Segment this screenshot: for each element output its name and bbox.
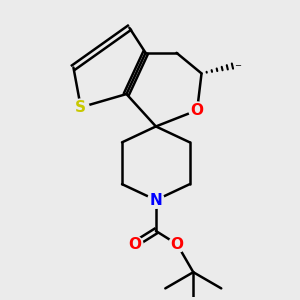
Circle shape — [148, 192, 164, 208]
Text: O: O — [190, 103, 204, 118]
Circle shape — [126, 236, 143, 253]
Circle shape — [73, 99, 89, 116]
Text: S: S — [75, 100, 86, 115]
Text: O: O — [128, 237, 141, 252]
Circle shape — [169, 236, 185, 253]
Circle shape — [189, 102, 206, 119]
Text: ─: ─ — [235, 60, 240, 69]
Text: N: N — [149, 193, 162, 208]
Text: O: O — [171, 237, 184, 252]
